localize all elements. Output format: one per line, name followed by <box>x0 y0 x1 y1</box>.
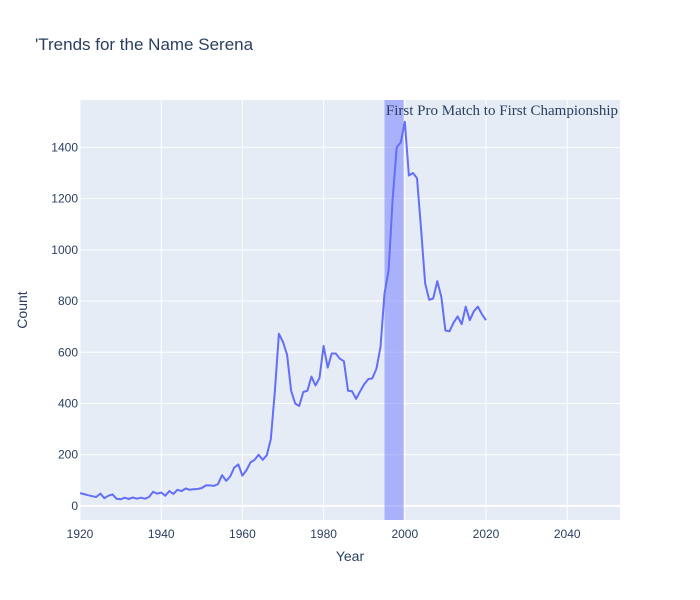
y-tick-label: 400 <box>58 396 78 410</box>
y-axis-title: Count <box>14 291 30 328</box>
y-tick-label: 1400 <box>51 140 78 154</box>
x-tick-label: 2000 <box>391 527 418 541</box>
x-tick-label: 1960 <box>229 527 256 541</box>
gridlines <box>79 100 620 520</box>
x-tick-label: 1940 <box>148 527 175 541</box>
y-tick-labels: 0 200 400 600 800 1000 1200 1400 <box>51 140 78 513</box>
x-tick-label: 2020 <box>473 527 500 541</box>
x-tick-label: 1920 <box>67 527 94 541</box>
y-tick-label: 800 <box>58 294 78 308</box>
x-tick-labels: 1920 1940 1960 1980 2000 2020 2040 <box>67 527 581 541</box>
y-tick-label: 0 <box>71 499 78 513</box>
y-tick-label: 1000 <box>51 243 78 257</box>
y-tick-label: 600 <box>58 345 78 359</box>
x-axis-title: Year <box>336 548 365 564</box>
plot-area <box>80 100 620 520</box>
x-tick-label: 2040 <box>554 527 581 541</box>
y-tick-label: 1200 <box>51 192 78 206</box>
highlight-band-group <box>384 100 404 520</box>
series-group <box>79 120 487 501</box>
chart-title: 'Trends for the Name Serena <box>35 35 254 54</box>
x-tick-label: 1980 <box>310 527 337 541</box>
y-tick-label: 200 <box>58 448 78 462</box>
highlight-band-label: First Pro Match to First Championship <box>386 103 618 119</box>
highlight-band <box>384 100 404 520</box>
series-line <box>79 120 487 501</box>
